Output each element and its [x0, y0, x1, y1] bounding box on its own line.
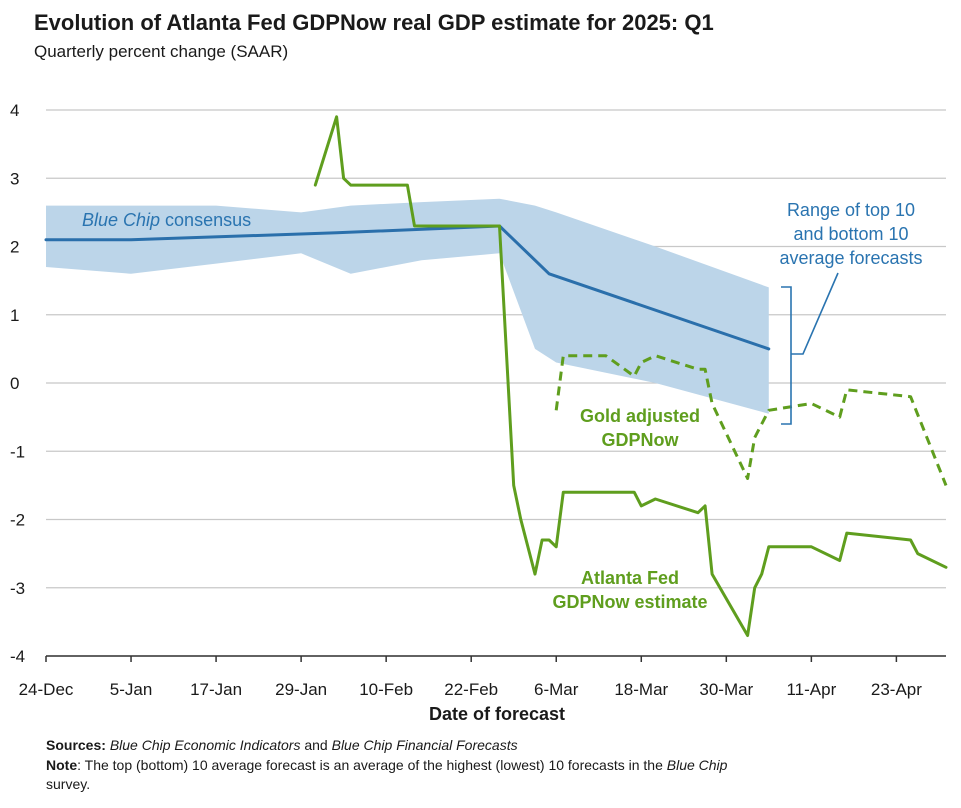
y-tick-label: 2 [10, 238, 19, 257]
x-tick-label: 30-Mar [699, 680, 753, 699]
y-tick-label: -4 [10, 647, 25, 666]
x-tick-label: 23-Apr [871, 680, 922, 699]
gdpnow-label-line-1: Atlanta Fed [581, 568, 679, 588]
chart-subtitle: Quarterly percent change (SAAR) [34, 42, 289, 61]
x-tick-label: 22-Feb [444, 680, 498, 699]
sources-title-2: Blue Chip Financial Forecasts [331, 737, 518, 753]
sources-and: and [300, 737, 332, 753]
range-label-line-1: Range of top 10 [787, 200, 915, 220]
y-tick-label: -3 [10, 579, 25, 598]
sources-label: Sources: [46, 737, 106, 753]
range-band [46, 198, 769, 414]
range-band-layer [46, 198, 769, 414]
note-italic: Blue Chip [666, 757, 728, 773]
x-tick-label: 18-Mar [614, 680, 668, 699]
range-label-line-3: average forecasts [779, 248, 922, 268]
x-tick-label: 6-Mar [534, 680, 579, 699]
x-tick-label: 5-Jan [110, 680, 153, 699]
y-tick-label: 3 [10, 169, 19, 188]
y-tick-label: 0 [10, 374, 19, 393]
range-bracket [781, 272, 839, 425]
y-tick-label: 4 [10, 101, 19, 120]
sources-line: Sources: Blue Chip Economic Indicators a… [46, 737, 518, 753]
x-tick-label: 24-Dec [19, 680, 74, 699]
gold-label-line-2: GDPNow [601, 430, 679, 450]
grid-lines [46, 109, 946, 657]
note-label: Note [46, 757, 78, 773]
annotations-layer: Blue Chip consensus Range of top 10 and … [82, 200, 923, 612]
note-line: Note: The top (bottom) 10 average foreca… [46, 757, 727, 773]
sources-title-1: Blue Chip Economic Indicators [109, 737, 301, 753]
consensus-label: Blue Chip consensus [82, 210, 251, 230]
x-tick-label: 11-Apr [786, 680, 836, 699]
consensus-line [44, 224, 771, 351]
axes-layer: 4 3 2 1 0 -1 -2 -3 -4 24-Dec 5-Jan 17-Jan 29-Jan 10-F… [10, 101, 946, 699]
note-line-2: survey. [46, 776, 91, 792]
gold-adjusted-gdpnow-line [554, 354, 948, 486]
chart-title: Evolution of Atlanta Fed GDPNow real GDP… [34, 10, 714, 35]
note-text-1: : The top (bottom) 10 average forecast i… [77, 757, 667, 773]
consensus-label-rest: consensus [160, 210, 251, 230]
x-tick-label: 17-Jan [190, 680, 242, 699]
y-tick-label: -1 [10, 442, 25, 461]
consensus-label-italic: Blue Chip [82, 210, 160, 230]
x-tick-label: 10-Feb [359, 680, 413, 699]
series-lines-layer [44, 115, 948, 637]
y-tick-label: -2 [10, 511, 25, 530]
range-label-line-2: and bottom 10 [793, 224, 908, 244]
x-axis-label: Date of forecast [429, 704, 565, 724]
gdpnow-line [313, 115, 948, 637]
y-tick-label: 1 [10, 306, 19, 325]
gdpnow-label-line-2: GDPNow estimate [552, 592, 707, 612]
gold-label-line-1: Gold adjusted [580, 406, 700, 426]
x-tick-label: 29-Jan [275, 680, 327, 699]
